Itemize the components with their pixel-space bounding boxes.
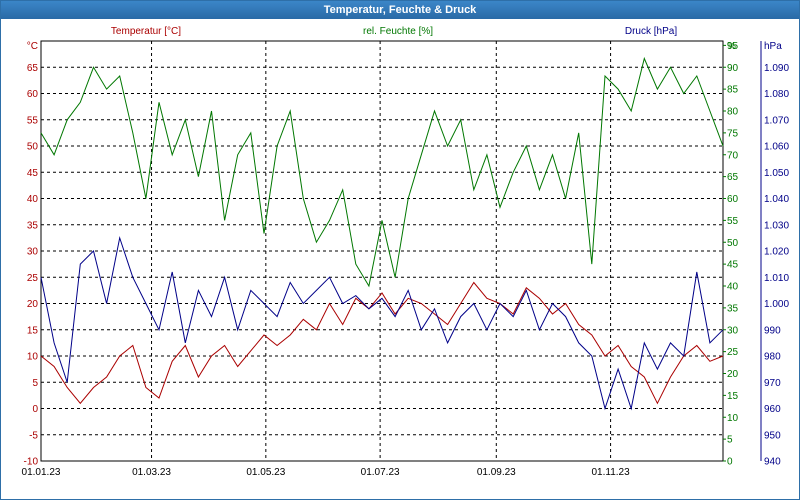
- y-tick-label-right1: 75: [727, 128, 739, 139]
- y-tick-label-right1: 30: [727, 325, 739, 336]
- legend-label-1: Temperatur [°C]: [111, 26, 181, 37]
- y-tick-label-right1: 60: [727, 194, 739, 205]
- y-tick-label-right2: 990: [764, 325, 781, 336]
- y-tick-label-right1: 50: [727, 238, 739, 249]
- y-tick-label-right2: 1.050: [764, 168, 789, 179]
- y-tick-label-right1: 40: [727, 282, 739, 293]
- y-tick-label-right1: 20: [727, 369, 739, 380]
- y-axis-unit-right1: %: [727, 41, 736, 52]
- y-tick-label-right2: 1.010: [764, 273, 789, 284]
- y-tick-label-right2: 980: [764, 352, 781, 363]
- y-tick-label-right1: 65: [727, 172, 739, 183]
- y-tick-label-left: 50: [27, 142, 39, 153]
- y-axis-unit-right2: hPa: [764, 41, 782, 52]
- y-tick-label-left: 15: [27, 325, 39, 336]
- y-tick-label-left: 20: [27, 299, 39, 310]
- y-tick-label-left: 0: [32, 404, 38, 415]
- y-tick-label-right2: 1.020: [764, 247, 789, 258]
- y-tick-label-left: -10: [24, 457, 39, 468]
- y-tick-label-right1: 45: [727, 260, 739, 271]
- y-tick-label-right1: 25: [727, 347, 739, 358]
- y-tick-label-right2: 970: [764, 378, 781, 389]
- y-tick-label-left: 30: [27, 247, 39, 258]
- y-tick-label-right1: 95: [727, 41, 739, 52]
- y-tick-label-right1: 70: [727, 150, 739, 161]
- y-tick-label-right2: 1.060: [764, 142, 789, 153]
- x-tick-label: 01.09.23: [477, 467, 516, 478]
- y-tick-label-right1: 0: [727, 457, 733, 468]
- y-tick-label-right1: 35: [727, 303, 739, 314]
- y-tick-label-right2: 940: [764, 457, 781, 468]
- series-line-3: [40, 235, 724, 411]
- y-tick-label-right1: 10: [727, 413, 739, 424]
- y-tick-label-right1: 85: [727, 85, 739, 96]
- y-tick-label-right1: 5: [727, 435, 733, 446]
- x-tick-label: 01.07.23: [361, 467, 400, 478]
- y-tick-label-left: 60: [27, 89, 39, 100]
- y-tick-label-left: 40: [27, 194, 39, 205]
- y-tick-label-right2: 1.040: [764, 194, 789, 205]
- y-tick-label-right2: 1.080: [764, 89, 789, 100]
- y-tick-label-right1: 80: [727, 107, 739, 118]
- legend-label-3: Druck [hPa]: [625, 26, 677, 37]
- x-tick-label: 01.01.23: [22, 467, 61, 478]
- x-tick-label: 01.05.23: [246, 467, 285, 478]
- y-tick-label-right2: 960: [764, 404, 781, 415]
- y-tick-label-left: -5: [29, 430, 38, 441]
- y-tick-label-left: 10: [27, 352, 39, 363]
- y-tick-label-right2: 1.090: [764, 63, 789, 74]
- y-tick-label-left: 35: [27, 220, 39, 231]
- y-tick-label-right2: 1.030: [764, 220, 789, 231]
- y-tick-label-right1: 15: [727, 391, 739, 402]
- legend-label-2: rel. Feuchte [%]: [363, 26, 433, 37]
- y-tick-label-right1: 90: [727, 63, 739, 74]
- y-tick-label-left: 45: [27, 168, 39, 179]
- y-tick-label-left: 5: [32, 378, 38, 389]
- x-tick-label: 01.11.23: [591, 467, 630, 478]
- y-tick-label-right2: 1.000: [764, 299, 789, 310]
- y-tick-label-right2: 1.070: [764, 115, 789, 126]
- y-axis-unit-left: °C: [27, 41, 38, 52]
- y-tick-label-left: 65: [27, 63, 39, 74]
- y-tick-label-right1: 55: [727, 216, 739, 227]
- y-tick-label-left: 25: [27, 273, 39, 284]
- y-tick-label-right2: 950: [764, 430, 781, 441]
- y-tick-label-left: 55: [27, 115, 39, 126]
- window-title: Temperatur, Feuchte & Druck: [1, 1, 799, 19]
- series-line-2: [40, 56, 724, 288]
- x-tick-label: 01.03.23: [132, 467, 171, 478]
- plot-area: [40, 40, 724, 462]
- series-line-1: [40, 281, 724, 405]
